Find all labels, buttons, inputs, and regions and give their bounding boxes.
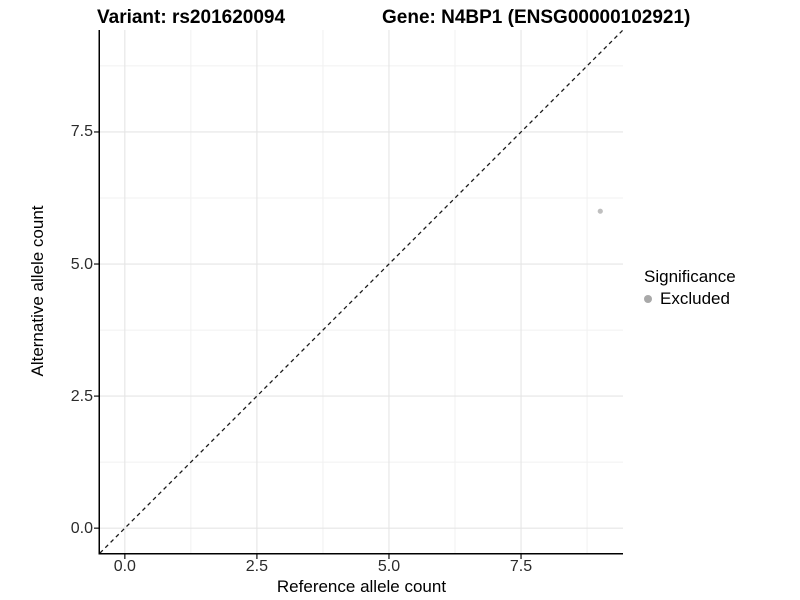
x-tick-label: 2.5 (245, 558, 269, 575)
y-tick-label: 7.5 (70, 123, 93, 141)
identity-line (99, 29, 624, 554)
legend-key-dot (644, 295, 652, 303)
y-tick-label: 5.0 (70, 255, 93, 273)
legend: Significance Excluded (644, 267, 736, 309)
gene-title: Gene: N4BP1 (ENSG00000102921) (382, 7, 691, 28)
x-tick-label: 7.5 (509, 558, 533, 575)
variant-title: Variant: rs201620094 (97, 7, 286, 28)
y-axis-title: Alternative allele count (28, 205, 47, 377)
data-point-excluded (597, 208, 603, 214)
legend-entry: Excluded (644, 289, 736, 309)
x-tick-label: 0.0 (113, 558, 136, 575)
x-tick-label: 5.0 (377, 558, 401, 575)
y-tick-label: 2.5 (70, 387, 93, 405)
legend-entries: Excluded (644, 289, 736, 309)
y-tick-label: 0.0 (70, 519, 93, 537)
x-axis-title: Reference allele count (276, 577, 447, 596)
legend-title: Significance (644, 267, 736, 286)
legend-entry-label: Excluded (660, 289, 730, 308)
